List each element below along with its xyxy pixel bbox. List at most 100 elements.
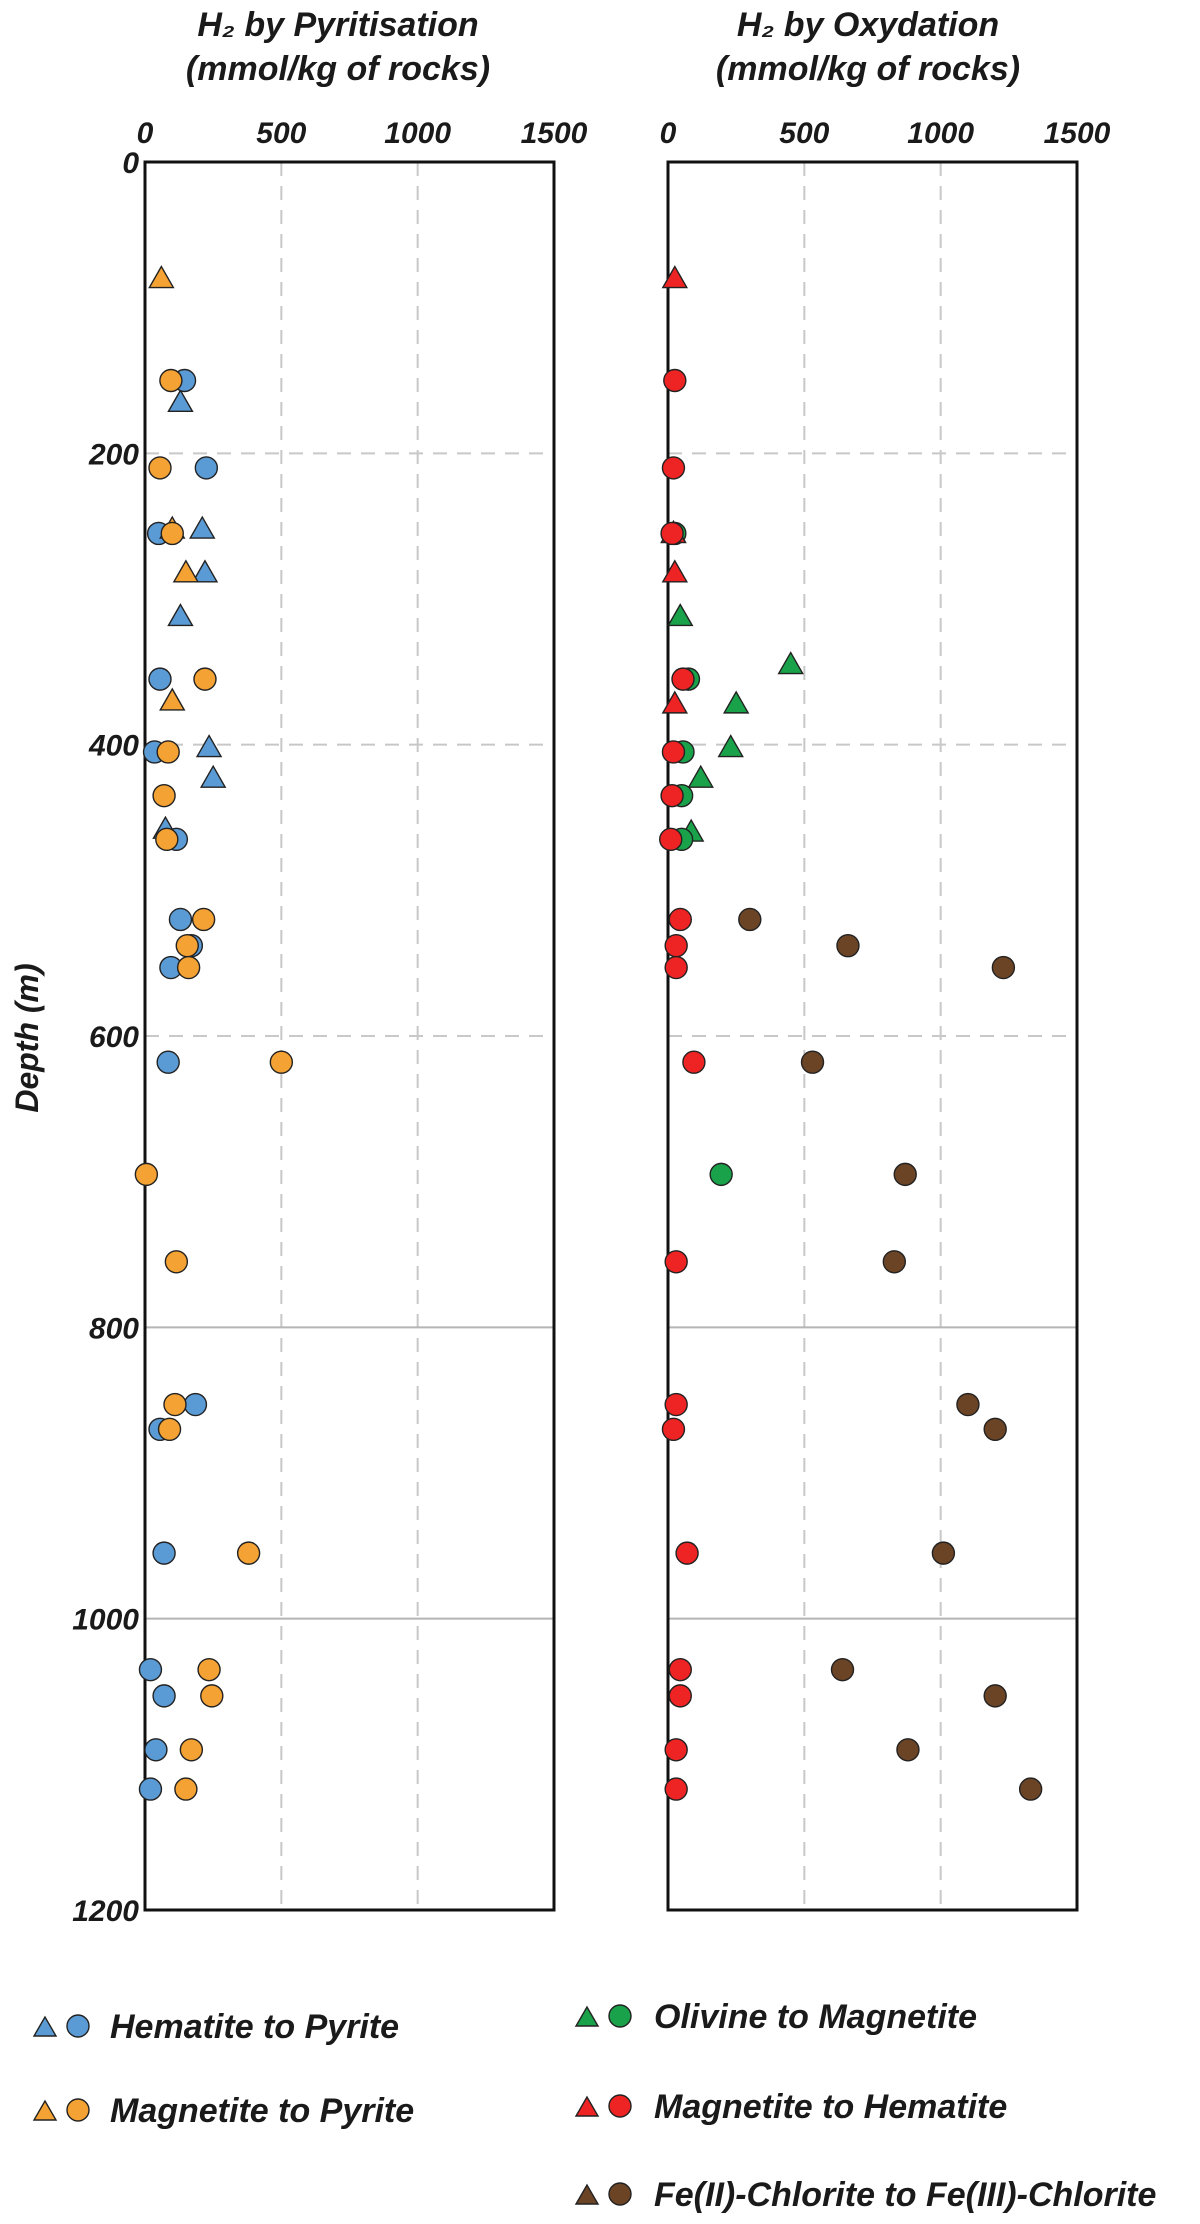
legend-triangle-icon	[32, 2099, 58, 2121]
panel-1-title-line2: (mmol/kg of rocks)	[186, 50, 490, 88]
magnetite-to-pyrite-circle-marker	[157, 1417, 182, 1442]
hematite-to-pyrite-circle-marker	[138, 1777, 163, 1801]
x-tick-label: 1500	[521, 117, 588, 150]
legend-triangle-icon	[574, 2095, 600, 2117]
magnetite-to-pyrite-triangle-marker	[148, 265, 175, 289]
olivine-to-magnetite-triangle-marker	[722, 690, 750, 714]
magnetite-to-hematite-circle-marker	[668, 1684, 692, 1708]
magnetite-to-pyrite-circle-marker	[160, 521, 184, 546]
olivine-to-magnetite-triangle-marker	[667, 603, 694, 627]
legend-circle-icon	[608, 2094, 632, 2118]
y-tick-label: 800	[89, 1312, 139, 1345]
fe-ii-chlorite-to-fe-iii-chlorite-circle-marker	[896, 1738, 920, 1762]
legend-triangle-icon	[32, 2015, 58, 2037]
legend-label: Magnetite to Hematite	[654, 2088, 1007, 2126]
magnetite-to-pyrite-circle-marker	[159, 368, 183, 393]
panel-1-markers	[134, 265, 294, 1801]
olivine-to-magnetite-circle-marker	[709, 1162, 733, 1187]
legend-circle-icon	[608, 2182, 632, 2206]
x-tick-label: 0	[137, 117, 154, 150]
legend-label: Olivine to Magnetite	[654, 1998, 977, 2036]
magnetite-to-pyrite-circle-marker	[134, 1162, 159, 1187]
y-tick-label: 0	[122, 147, 139, 180]
magnetite-to-pyrite-circle-marker	[156, 740, 180, 764]
magnetite-to-pyrite-circle-marker	[152, 783, 176, 808]
magnetite-to-pyrite-triangle-marker	[159, 687, 186, 711]
fe-ii-chlorite-to-fe-iii-chlorite-circle-marker	[800, 1050, 825, 1074]
legend-label: Magnetite to Pyrite	[110, 2092, 414, 2130]
hematite-to-pyrite-circle-marker	[152, 1684, 176, 1708]
hematite-to-pyrite-triangle-marker	[167, 388, 194, 413]
magnetite-to-hematite-circle-marker	[661, 1417, 686, 1442]
panel-1-y-ticks: 0 200 400 600 800 1000 1200	[72, 147, 139, 1928]
hematite-to-pyrite-triangle-marker	[189, 515, 216, 539]
magnetite-to-pyrite-circle-marker	[191, 907, 216, 932]
legend-triangle-icon	[574, 2005, 600, 2027]
magnetite-to-pyrite-circle-marker	[269, 1050, 294, 1074]
magnetite-to-hematite-circle-marker	[664, 955, 688, 980]
olivine-to-magnetite-triangle-marker	[717, 734, 744, 758]
magnetite-to-hematite-triangle-marker	[661, 559, 689, 583]
x-tick-label: 1500	[1044, 117, 1111, 150]
fe-ii-chlorite-to-fe-iii-chlorite-circle-marker	[882, 1250, 907, 1274]
legend-label: Fe(II)-Chlorite to Fe(III)-Chlorite	[654, 2176, 1156, 2214]
x-tick-label: 0	[660, 117, 677, 150]
magnetite-to-hematite-circle-marker	[682, 1050, 706, 1074]
magnetite-to-pyrite-circle-marker	[197, 1657, 221, 1682]
hematite-to-pyrite-triangle-marker	[191, 559, 219, 583]
panel-2-markers	[659, 265, 1043, 1801]
hematite-to-pyrite-triangle-marker	[195, 734, 223, 758]
y-tick-label: 600	[89, 1021, 139, 1054]
magnetite-to-hematite-circle-marker	[663, 368, 687, 393]
panel-pyritisation: 0 500 1000 1500 0 200 400 600 800 1000 1200	[72, 117, 587, 1928]
magnetite-to-pyrite-circle-marker	[236, 1541, 261, 1565]
magnetite-to-hematite-circle-marker	[664, 1738, 688, 1762]
legend: Hematite to Pyrite Magnetite to Pyrite O…	[32, 1998, 1156, 2214]
olivine-to-magnetite-triangle-marker	[777, 651, 804, 675]
fe-ii-chlorite-to-fe-iii-chlorite-circle-marker	[983, 1684, 1007, 1708]
hematite-to-pyrite-circle-marker	[144, 1738, 168, 1762]
olivine-to-magnetite-triangle-marker	[687, 764, 714, 788]
fe-ii-chlorite-to-fe-iii-chlorite-circle-marker	[983, 1417, 1007, 1442]
magnetite-to-hematite-circle-marker	[664, 1777, 688, 1801]
panel-1-x-ticks: 0 500 1000 1500	[137, 117, 588, 150]
hematite-to-pyrite-triangle-marker	[199, 764, 227, 788]
legend-circle-icon	[608, 2004, 632, 2028]
legend-item-olivine-to-magnetite: Olivine to Magnetite	[574, 1998, 977, 2036]
legend-item-magnetite-to-pyrite: Magnetite to Pyrite	[32, 2092, 414, 2130]
magnetite-to-pyrite-circle-marker	[164, 1250, 189, 1274]
fe-ii-chlorite-to-fe-iii-chlorite-circle-marker	[836, 933, 860, 958]
panel-2-grid	[668, 162, 1077, 1910]
magnetite-to-pyrite-circle-marker	[163, 1392, 187, 1417]
fe-ii-chlorite-to-fe-iii-chlorite-circle-marker	[893, 1162, 917, 1187]
magnetite-to-pyrite-circle-marker	[155, 827, 179, 852]
hematite-to-pyrite-circle-marker	[183, 1392, 208, 1417]
panel-1-title-line1: H₂ by Pyritisation	[197, 6, 478, 44]
magnetite-to-hematite-circle-marker	[661, 456, 686, 480]
magnetite-to-hematite-circle-marker	[671, 667, 695, 691]
magnetite-to-hematite-circle-marker	[675, 1541, 699, 1565]
magnetite-to-pyrite-circle-marker	[175, 933, 199, 958]
y-tick-label: 1000	[72, 1604, 139, 1637]
magnetite-to-hematite-circle-marker	[664, 933, 688, 958]
fe-ii-chlorite-to-fe-iii-chlorite-circle-marker	[956, 1392, 980, 1417]
magnetite-to-hematite-triangle-marker	[661, 690, 689, 714]
legend-item-hematite-to-pyrite: Hematite to Pyrite	[32, 2008, 399, 2046]
x-tick-label: 1000	[907, 117, 974, 150]
legend-triangle-icon	[574, 2183, 600, 2205]
magnetite-to-hematite-circle-marker	[664, 1392, 688, 1417]
legend-circle-icon	[66, 2098, 90, 2122]
magnetite-to-pyrite-circle-marker	[200, 1684, 224, 1708]
magnetite-to-pyrite-circle-marker	[174, 1777, 198, 1801]
fe-ii-chlorite-to-fe-iii-chlorite-circle-marker	[1018, 1777, 1043, 1801]
magnetite-to-pyrite-circle-marker	[176, 955, 201, 980]
magnetite-to-hematite-circle-marker	[661, 740, 686, 764]
panel-oxydation: 0 500 1000 1500	[659, 117, 1111, 1912]
magnetite-to-hematite-circle-marker	[668, 907, 692, 932]
hematite-to-pyrite-circle-marker	[148, 667, 172, 691]
legend-label: Hematite to Pyrite	[110, 2008, 399, 2046]
magnetite-to-hematite-circle-marker	[659, 827, 683, 852]
magnetite-to-hematite-circle-marker	[664, 1250, 688, 1274]
fe-ii-chlorite-to-fe-iii-chlorite-circle-marker	[991, 955, 1016, 980]
panel-1-grid	[145, 162, 554, 1910]
